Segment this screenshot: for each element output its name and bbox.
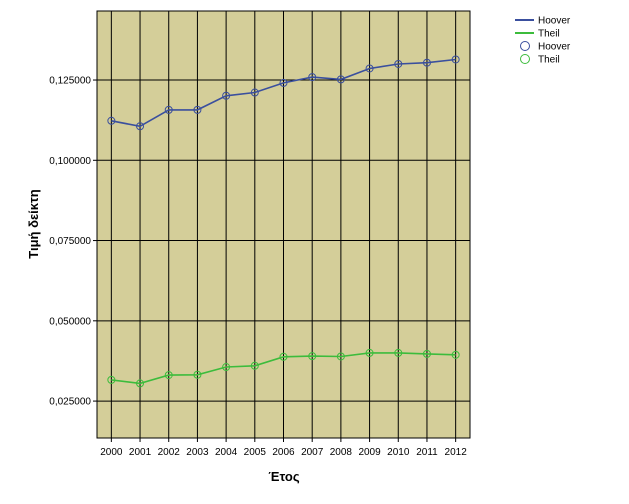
series-line-hoover (111, 58, 456, 128)
data-point-theil (136, 379, 145, 388)
data-point-hoover (250, 88, 259, 97)
data-point-theil (308, 352, 317, 361)
axis-ticks: 0,025000 0,050000 0,075000 0,100000 0,125000… (49, 76, 467, 458)
data-point-hoover (193, 105, 202, 114)
data-point-theil (107, 375, 116, 384)
data-point-theil (451, 350, 460, 359)
y-tick-label: 0,125000 (49, 76, 91, 87)
y-tick-label: 0,100000 (49, 156, 91, 167)
x-tick-label: 2003 (186, 447, 209, 458)
legend-swatch-marker (520, 41, 530, 51)
x-tick-label: 2005 (244, 447, 267, 458)
x-tick-label: 2010 (387, 447, 410, 458)
data-point-theil (250, 361, 259, 370)
data-point-hoover (336, 75, 345, 84)
x-tick-label: 2000 (100, 447, 123, 458)
x-tick-label: 2011 (416, 447, 438, 458)
data-point-theil (336, 352, 345, 361)
x-tick-label: 2001 (129, 447, 152, 458)
data-point-theil (279, 352, 288, 361)
x-tick-label: 2007 (301, 447, 324, 458)
data-point-hoover (394, 59, 403, 68)
legend: Hoover Theil Hoover Theil (515, 16, 571, 66)
y-tick-label: 0,050000 (49, 316, 91, 327)
series-group (107, 55, 460, 388)
data-point-hoover (222, 91, 231, 100)
data-point-theil (394, 348, 403, 357)
x-tick-label: 2012 (445, 447, 468, 458)
data-point-theil (193, 370, 202, 379)
legend-label: Hoover (538, 42, 571, 53)
legend-label: Theil (538, 29, 560, 40)
data-point-hoover (365, 64, 374, 73)
data-point-hoover (164, 105, 173, 114)
data-point-theil (164, 371, 173, 380)
y-tick-label: 0,025000 (49, 397, 91, 408)
y-tick-label: 0,075000 (49, 236, 91, 247)
x-tick-label: 2004 (215, 447, 238, 458)
legend-label: Hoover (538, 16, 571, 27)
x-tick-label: 2009 (358, 447, 381, 458)
data-point-hoover (107, 116, 116, 125)
data-point-theil (222, 363, 231, 372)
data-point-theil (365, 348, 374, 357)
data-point-theil (422, 349, 431, 358)
data-point-hoover (422, 58, 431, 67)
x-tick-label: 2002 (158, 447, 181, 458)
data-point-hoover (279, 78, 288, 87)
data-point-hoover (451, 55, 460, 64)
x-tick-label: 2006 (272, 447, 295, 458)
legend-label: Theil (538, 55, 560, 66)
data-point-hoover (136, 122, 145, 131)
x-axis-title: Έτος (268, 469, 299, 484)
x-tick-label: 2008 (330, 447, 353, 458)
data-point-hoover (308, 73, 317, 82)
legend-swatch-marker (520, 54, 530, 64)
series-line-theil (111, 352, 456, 385)
y-axis-title: Τιμή δείκτη (26, 189, 41, 259)
